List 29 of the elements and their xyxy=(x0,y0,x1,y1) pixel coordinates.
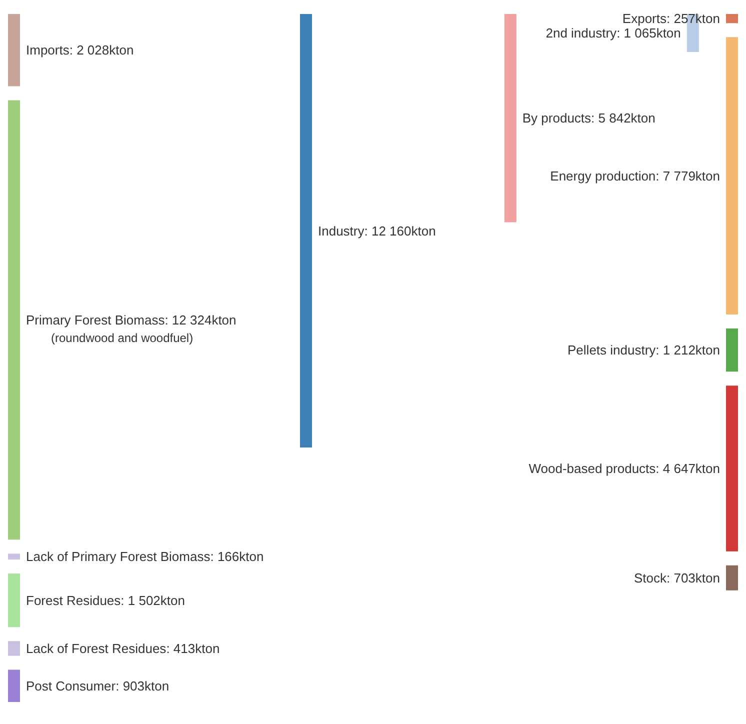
data-label: : 12 324kton xyxy=(164,312,236,328)
data-label: : 1 502kton xyxy=(120,592,185,608)
data-label: : 413kton xyxy=(166,641,220,656)
category-label: Forest Residues xyxy=(26,592,121,608)
category-label: Pellets industry xyxy=(568,342,656,358)
data-label: : 1 065kton xyxy=(616,26,681,41)
category-label: 2nd industry xyxy=(546,26,617,41)
category-label: Industry xyxy=(318,223,364,238)
category-label: By products xyxy=(522,110,592,126)
category-label: Stock xyxy=(634,570,666,586)
data-label: : 2 028kton xyxy=(69,42,134,58)
data-label: : 5 842kton xyxy=(591,110,656,126)
category-label: Exports xyxy=(622,11,666,26)
data-label: : 12 160kton xyxy=(364,223,436,238)
category-label: Primary Forest Biomass xyxy=(26,312,165,328)
data-label: : 7 779kton xyxy=(656,168,720,184)
data-label: : 703kton xyxy=(666,570,720,586)
text: (roundwood and woodfuel) xyxy=(51,331,194,346)
data-label: : 257kton xyxy=(666,11,720,26)
data-label: : 1 212kton xyxy=(656,342,720,358)
data-label: : 4 647kton xyxy=(656,461,720,476)
category-label: Energy production xyxy=(550,168,656,184)
category-label: Wood-based products xyxy=(528,461,656,476)
data-label: : 903kton xyxy=(116,678,170,694)
category-label: Imports xyxy=(26,42,70,58)
data-label: : 166kton xyxy=(210,549,264,564)
category-label: Lack of Forest Residues xyxy=(26,641,166,656)
category-label: Lack of Primary Forest Biomass xyxy=(26,549,210,564)
category-label: Post Consumer xyxy=(26,678,116,694)
